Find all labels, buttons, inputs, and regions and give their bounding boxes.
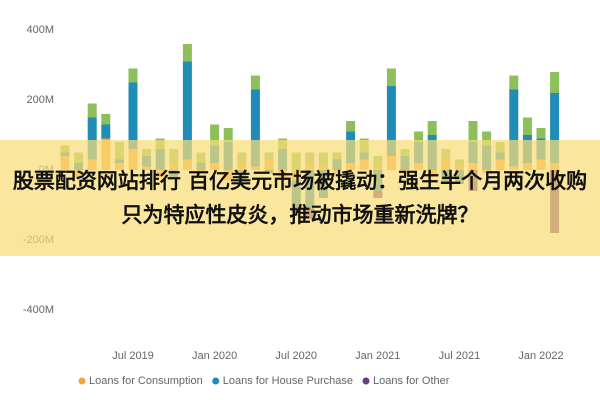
x-tick-label: Jan 2022: [518, 350, 563, 362]
legend-marker: [78, 377, 86, 385]
bar-segment: [414, 131, 424, 142]
bar-segment: [509, 75, 519, 90]
bar-segment: [128, 68, 138, 83]
bar-segment: [182, 61, 192, 160]
y-tick-label: 200M: [26, 94, 54, 106]
bar-segment: [509, 89, 519, 167]
bar-segment: [223, 128, 233, 142]
bar-segment: [482, 131, 492, 146]
bar-segment: [87, 103, 97, 118]
headline: 股票配资网站排行 百亿美元市场被撬动：强生半个月两次收购只为特应性皮炎，推动市场…: [12, 169, 588, 227]
x-tick-label: Jul 2021: [439, 350, 481, 362]
bar-segment: [427, 121, 437, 135]
bar-segment: [87, 117, 97, 160]
bar-segment: [182, 44, 192, 62]
bar-segment: [550, 72, 560, 93]
bar-segment: [468, 121, 478, 142]
x-tick-label: Jan 2021: [355, 350, 400, 362]
legend-marker: [212, 377, 220, 385]
x-tick-label: Jan 2020: [192, 350, 237, 362]
bar-segment: [128, 82, 138, 149]
legend-label: Loans for Other: [373, 375, 450, 387]
legend-marker: [362, 377, 370, 385]
bar-segment: [550, 93, 560, 163]
bar-segment: [522, 117, 532, 135]
banner: 股票配资网站排行 百亿美元市场被撬动：强生半个月两次收购只为特应性皮炎，推动市场…: [0, 140, 600, 256]
bar-segment: [210, 124, 220, 146]
x-tick-label: Jul 2019: [112, 350, 154, 362]
y-tick-label: -400M: [23, 304, 54, 316]
legend-label: Loans for House Purchase: [223, 375, 353, 387]
bar-segment: [386, 68, 396, 86]
bar-segment: [101, 124, 111, 139]
y-tick-label: 400M: [26, 24, 54, 36]
bar-segment: [386, 86, 396, 156]
bar-segment: [101, 114, 111, 125]
bar-segment: [250, 89, 260, 167]
x-tick-label: Jul 2020: [275, 350, 317, 362]
bar-segment: [536, 128, 546, 139]
bar-segment: [346, 121, 356, 132]
bar-segment: [250, 75, 260, 90]
legend-label: Loans for Consumption: [89, 375, 203, 387]
